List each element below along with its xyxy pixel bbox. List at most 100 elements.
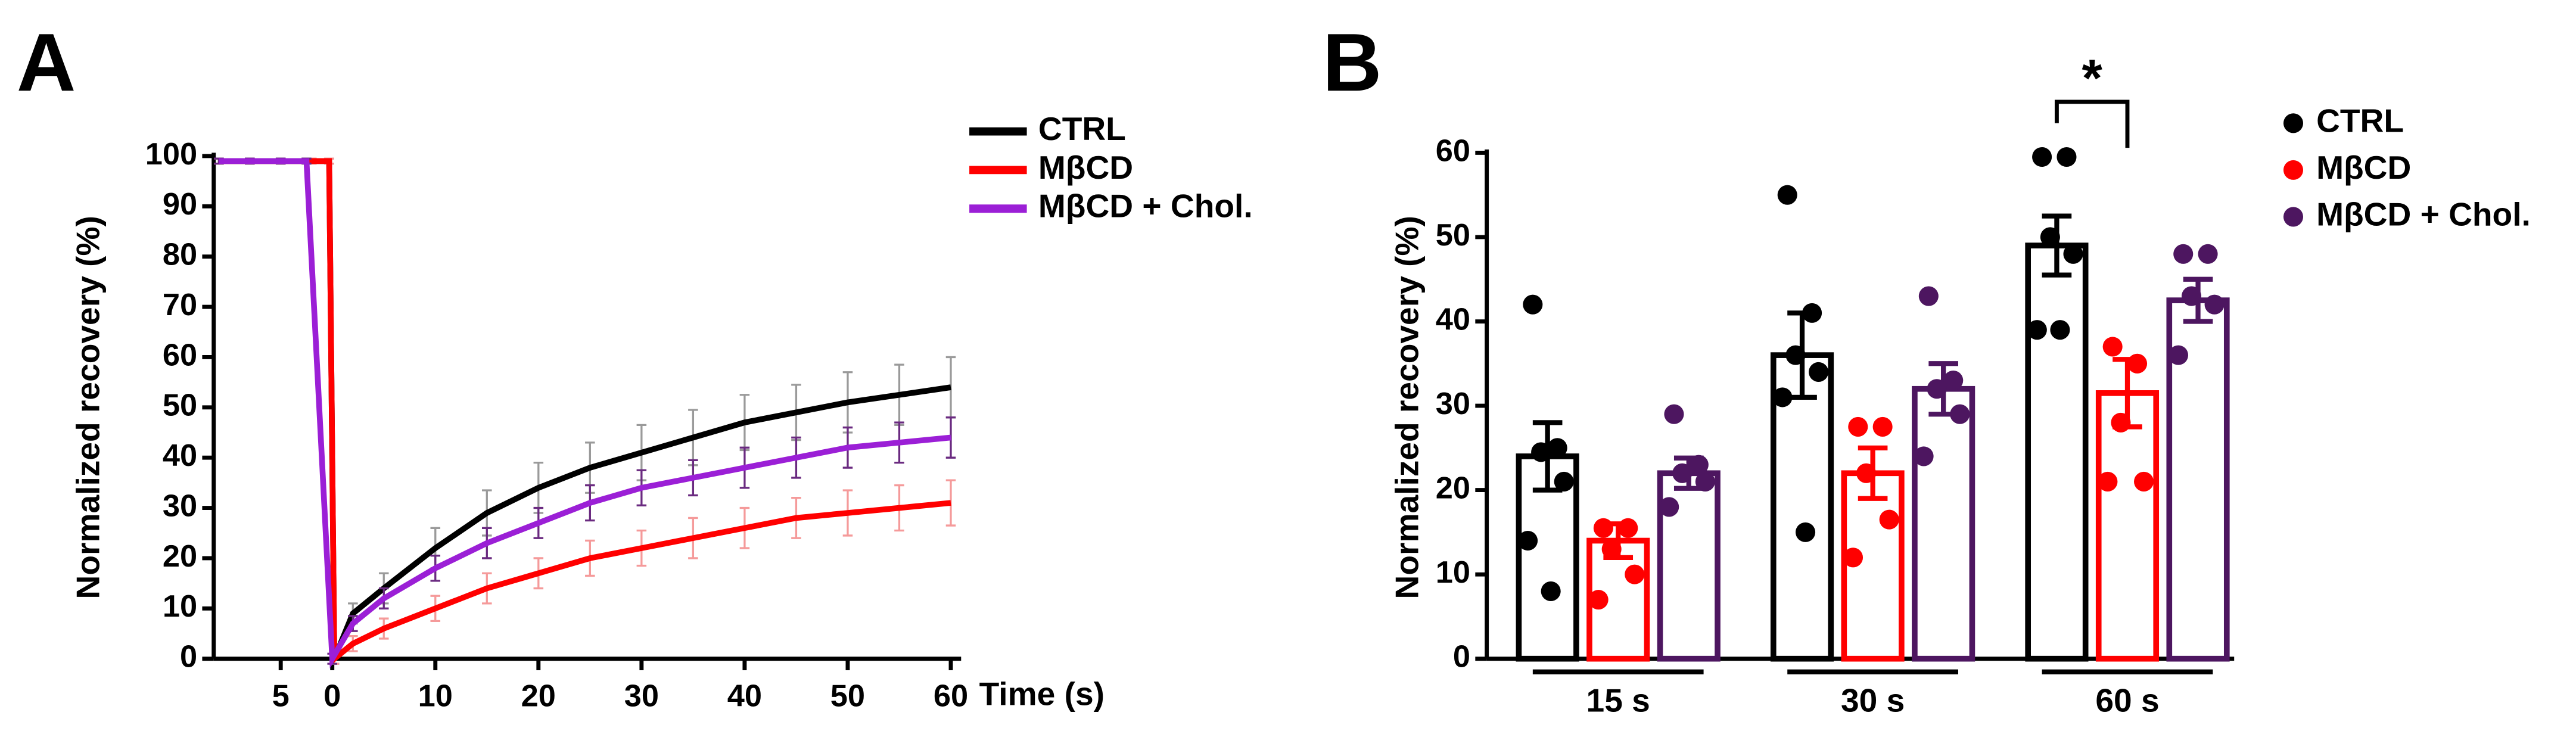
data-point	[1618, 518, 1638, 538]
data-point	[2168, 345, 2189, 365]
data-point	[1518, 530, 1538, 551]
y-tick-label: 0	[1453, 640, 1470, 674]
data-point	[1796, 522, 1816, 542]
error-bar	[2042, 213, 2072, 278]
data-point	[1523, 294, 1543, 315]
y-tick-label: 80	[163, 238, 197, 272]
y-tick-label: 60	[163, 338, 197, 372]
legend-label: MβCD	[1038, 149, 1133, 186]
data-point	[2127, 353, 2148, 374]
significance-bracket	[2054, 99, 2130, 148]
data-point	[1777, 185, 1797, 205]
x-tick-label: 20	[521, 679, 556, 714]
data-point	[1659, 497, 1679, 517]
x-tick-label: 0	[323, 679, 341, 714]
y-axis-label: Normalized recovery (%)	[1389, 216, 1426, 599]
data-point	[1688, 455, 1709, 475]
data-point	[1541, 581, 1561, 601]
data-point	[1547, 438, 1567, 458]
bar	[2095, 390, 2160, 662]
legend-swatch	[2283, 113, 2304, 133]
y-tick-label: 60	[1436, 133, 1470, 168]
y-tick-label: 0	[180, 640, 197, 674]
legend-swatch	[2283, 207, 2304, 227]
legend-label: MβCD	[2316, 149, 2411, 186]
legend-label: CTRL	[1038, 110, 1126, 147]
y-axis-label: Normalized recovery (%)	[69, 216, 106, 599]
x-tick-label: 30 s	[1841, 682, 1905, 719]
series-line	[219, 158, 951, 669]
legend-label: MβCD + Chol.	[2316, 196, 2531, 233]
data-point	[1601, 539, 1622, 559]
data-point	[1943, 371, 1964, 391]
data-point	[2173, 244, 2194, 264]
data-point	[2102, 337, 2123, 357]
data-point	[1695, 471, 1715, 492]
y-tick-label: 10	[163, 589, 197, 624]
data-point	[2027, 320, 2047, 340]
data-point	[2198, 244, 2218, 264]
legend-label: CTRL	[2316, 102, 2404, 139]
data-point	[1927, 379, 1947, 399]
y-tick-label: 30	[1436, 387, 1470, 421]
y-tick-label: 40	[1436, 302, 1470, 337]
data-point	[1672, 463, 1693, 483]
data-point	[2111, 412, 2131, 433]
x-tick-label: 10	[418, 679, 453, 714]
series-line	[219, 158, 951, 665]
y-tick-label: 90	[163, 187, 197, 222]
data-point	[1588, 590, 1609, 610]
data-point	[1785, 345, 1806, 365]
data-point	[2057, 147, 2077, 167]
data-point	[2204, 294, 2225, 315]
data-point	[2098, 471, 2118, 492]
x-tick-label: 15 s	[1586, 682, 1650, 719]
y-tick-label: 30	[163, 489, 197, 523]
legend-label: MβCD + Chol.	[1038, 188, 1253, 225]
bar	[2025, 242, 2089, 662]
data-point	[1809, 362, 1829, 382]
data-point	[2032, 147, 2052, 167]
data-point	[1593, 518, 1613, 538]
data-point	[1625, 564, 1645, 584]
y-tick-label: 50	[1436, 218, 1470, 253]
data-point	[2050, 320, 2070, 340]
panel-letter: B	[1323, 17, 1382, 108]
y-tick-label: 100	[145, 137, 197, 172]
data-point	[1918, 286, 1939, 306]
data-point	[1664, 404, 1684, 424]
y-tick-label: 10	[1436, 555, 1470, 590]
legend-swatch	[2283, 160, 2304, 180]
data-point	[2063, 244, 2083, 264]
bar	[1912, 385, 1975, 662]
x-tick-label: 60 s	[2095, 682, 2159, 719]
data-point	[1950, 404, 1970, 424]
data-point	[1554, 471, 1574, 492]
data-point	[1531, 442, 1551, 462]
data-point	[2134, 471, 2154, 492]
data-point	[1872, 416, 1893, 437]
data-point	[1848, 416, 1868, 437]
x-tick-label: 50	[830, 679, 865, 714]
data-point	[1856, 463, 1877, 483]
data-point	[1802, 303, 1822, 323]
x-axis-label: Time (s)	[979, 676, 1105, 713]
panel-letter: A	[17, 17, 76, 108]
data-point	[1914, 446, 1934, 466]
data-point	[1879, 509, 1899, 530]
y-tick-label: 20	[163, 539, 197, 574]
x-tick-label: 60	[934, 679, 968, 714]
x-tick-label: 5	[272, 679, 290, 714]
y-tick-label: 20	[1436, 471, 1470, 505]
y-tick-label: 50	[163, 388, 197, 423]
data-point	[1843, 548, 1863, 568]
data-point	[2181, 286, 2202, 306]
data-point	[2040, 227, 2060, 247]
y-tick-label: 40	[163, 438, 197, 473]
significance-label: *	[2082, 48, 2103, 107]
x-tick-label: 40	[727, 679, 762, 714]
data-point	[1772, 387, 1793, 408]
x-tick-label: 30	[624, 679, 659, 714]
y-tick-label: 70	[163, 288, 197, 322]
